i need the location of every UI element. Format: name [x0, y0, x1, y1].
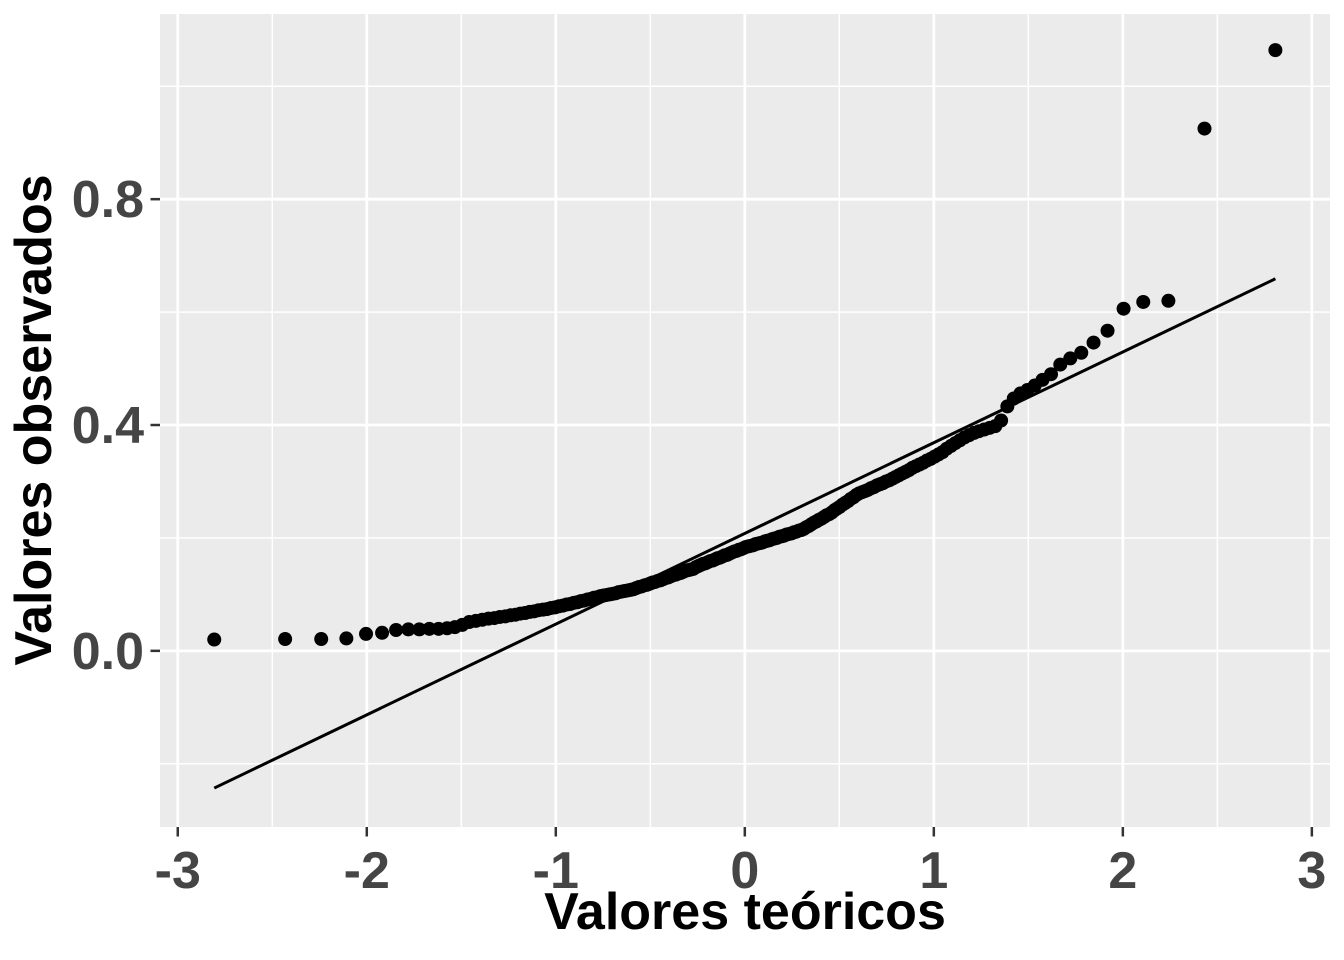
x-tick-label: 2: [1108, 842, 1137, 900]
x-axis-title: Valores teóricos: [544, 883, 946, 941]
x-tick-label: 3: [1297, 842, 1326, 900]
qq-point: [1063, 351, 1078, 366]
y-tick-label: 0.8: [72, 171, 144, 229]
qq-point: [339, 631, 354, 646]
qq-point: [1268, 43, 1283, 58]
qq-point: [412, 622, 427, 637]
y-tick-label: 0.0: [72, 623, 144, 681]
qq-point: [1197, 121, 1212, 136]
qq-point: [994, 413, 1009, 428]
qq-point: [278, 631, 293, 646]
qq-point: [1053, 357, 1068, 372]
qq-point: [1116, 301, 1131, 316]
y-tick-label: 0.4: [72, 397, 144, 455]
qq-point: [1044, 367, 1059, 382]
qq-point: [1136, 294, 1151, 309]
qq-point: [314, 631, 329, 646]
x-tick-label: 0: [730, 842, 759, 900]
qq-point: [1074, 345, 1089, 360]
qq-point: [1161, 293, 1176, 308]
qq-point: [1100, 323, 1115, 338]
x-tick-label: -3: [155, 842, 201, 900]
x-tick-label: 1: [919, 842, 948, 900]
x-tick-label: -1: [533, 842, 579, 900]
qq-point: [389, 622, 404, 637]
qq-point: [1086, 335, 1101, 350]
qq-point: [359, 626, 374, 641]
y-axis-title: Valores observados: [5, 174, 63, 666]
qq-point: [207, 632, 222, 647]
qq-point: [375, 625, 390, 640]
x-tick-label: -2: [344, 842, 390, 900]
qq-reference-line: [213, 277, 1277, 790]
qq-point: [401, 622, 416, 637]
